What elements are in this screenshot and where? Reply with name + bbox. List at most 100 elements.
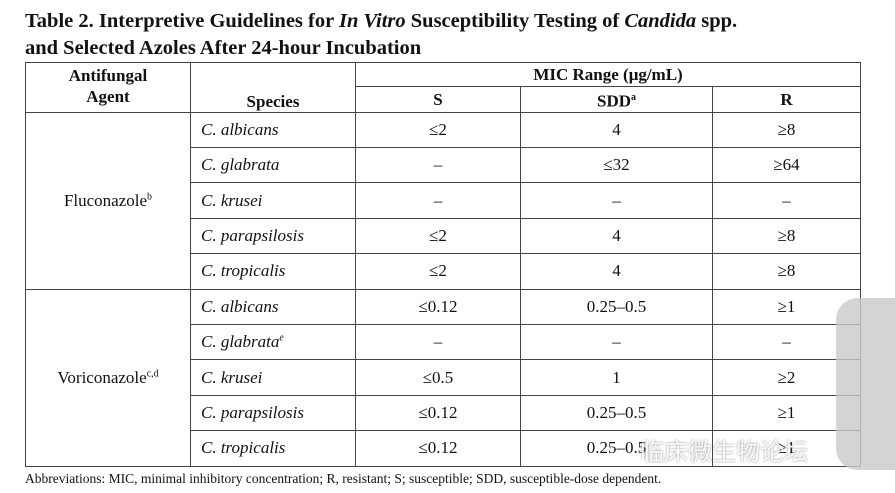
overlay-bubble <box>836 298 895 470</box>
mic-value: 1 <box>612 367 621 387</box>
mic-cell: ≤2 <box>355 111 521 149</box>
title-italic: In Vitro <box>338 10 406 32</box>
table-title: Table 2. Interpretive Guidelines for In … <box>25 8 895 62</box>
table-row: C. parapsilosis ≤0.12 0.25–0.5 ≥1 <box>26 394 862 432</box>
mic-cell: 0.25–0.5 <box>520 288 713 326</box>
species-cell: C. tropicalis <box>190 253 356 290</box>
title-text: Susceptibility Testing of <box>405 10 625 32</box>
header-text: R <box>780 89 793 109</box>
header-sdd: SDDa <box>520 86 713 113</box>
table-row: C. krusei ≤0.5 1 ≥2 <box>26 359 862 396</box>
table-row: Voriconazolec,d C. albicans ≤0.12 0.25–0.5 ≥… <box>25 288 862 467</box>
mic-value: ≤0.5 <box>422 367 454 387</box>
header-text: Antifungal Agent <box>68 66 148 106</box>
mic-value: ≤0.12 <box>418 296 458 316</box>
table-row: Fluconazoleb C. albicans ≤2 4 ≥8 <box>25 111 862 290</box>
mic-value: – <box>433 332 443 352</box>
species-name: C. albicans <box>201 119 279 139</box>
mic-value: ≤2 <box>429 261 447 281</box>
species-name: C. glabrata <box>201 332 280 352</box>
mic-value: ≥8 <box>777 119 796 139</box>
mic-cell: 4 <box>520 253 713 290</box>
mic-value: – <box>612 332 621 352</box>
title-italic: Candida <box>624 10 697 32</box>
mic-value: ≤0.12 <box>418 438 458 458</box>
footnote-mark: b <box>147 190 153 202</box>
mic-value: ≤2 <box>429 226 447 246</box>
footnote: Abbreviations: MIC, minimal inhibitory c… <box>25 471 662 486</box>
agent-cell: Voriconazolec,d <box>25 288 191 467</box>
species-name: C. tropicalis <box>201 261 286 281</box>
species-name: C. albicans <box>201 296 279 316</box>
table: Antifungal Agent Species MIC Range (μg/m… <box>25 62 862 467</box>
mic-cell: ≤0.12 <box>355 394 521 432</box>
footnote-mark: e <box>279 332 284 344</box>
species-cell: C. albicans <box>190 288 356 326</box>
mic-cell: ≤2 <box>355 253 521 290</box>
mic-cell: 1 <box>520 359 713 396</box>
header-text: MIC Range (μg/mL) <box>533 65 683 84</box>
mic-value: 0.25–0.5 <box>586 296 647 316</box>
header-species: Species <box>190 62 356 113</box>
header-r: R <box>711 86 862 113</box>
mic-value: 4 <box>612 261 621 281</box>
mic-value: ≥1 <box>777 402 796 422</box>
title-text: spp. <box>696 10 738 32</box>
mic-cell: ≥64 <box>711 147 862 184</box>
agent-cell: Fluconazoleb <box>25 111 191 290</box>
watermark: 临床微生物论坛 <box>640 438 808 466</box>
mic-value: ≤2 <box>429 119 447 139</box>
mic-value: – <box>612 190 621 210</box>
mic-cell: – <box>520 323 713 361</box>
mic-value: ≥2 <box>777 367 796 387</box>
header-text: Species <box>246 91 300 111</box>
species-cell: C. parapsilosis <box>190 217 356 255</box>
species-cell: C. tropicalis <box>190 430 356 467</box>
species-name: C. parapsilosis <box>201 402 304 422</box>
agent-name: Fluconazole <box>63 190 148 210</box>
mic-cell: – <box>355 147 521 184</box>
mic-cell: 0.25–0.5 <box>520 430 713 467</box>
mic-cell: ≤2 <box>355 217 521 255</box>
mic-cell: ≥8 <box>711 111 862 149</box>
species-cell: C. glabrata <box>190 147 356 184</box>
mic-cell: ≥8 <box>711 253 862 290</box>
mic-cell: 4 <box>520 217 713 255</box>
mic-value: ≤32 <box>603 155 630 175</box>
mic-cell: – <box>520 182 713 219</box>
mic-value: ≥8 <box>777 226 796 246</box>
mic-cell: 0.25–0.5 <box>520 394 713 432</box>
mic-value: 4 <box>612 119 621 139</box>
species-name: C. krusei <box>201 367 263 387</box>
footnote-mark: a <box>631 92 636 103</box>
mic-cell: – <box>711 182 862 219</box>
mic-cell: 4 <box>520 111 713 149</box>
mic-value: ≥1 <box>777 296 796 316</box>
mic-cell: – <box>355 182 521 219</box>
table-row: C. tropicalis ≤2 4 ≥8 <box>26 253 862 290</box>
footnote-mark: c,d <box>146 367 159 379</box>
mic-value: – <box>782 332 791 352</box>
species-cell: C. glabratae <box>190 323 356 361</box>
mic-cell: ≤0.5 <box>355 359 521 396</box>
species-name: C. parapsilosis <box>201 226 304 246</box>
mic-cell: – <box>355 323 521 361</box>
header-text: S <box>433 89 443 109</box>
agent-name: Voriconazole <box>57 367 147 387</box>
mic-value: 4 <box>612 226 621 246</box>
mic-cell: ≤0.12 <box>355 288 521 326</box>
header-s: S <box>355 86 521 113</box>
species-cell: C. krusei <box>190 359 356 396</box>
header-agent: Antifungal Agent <box>25 62 191 113</box>
species-name: C. tropicalis <box>201 438 286 458</box>
table-row: C. tropicalis ≤0.12 0.25–0.5 ≥1 <box>26 430 862 467</box>
species-cell: C. krusei <box>190 182 356 219</box>
mic-value: – <box>433 155 443 175</box>
mic-value: – <box>433 190 443 210</box>
mic-value: – <box>782 190 791 210</box>
mic-value: ≥1 <box>777 438 796 458</box>
species-cell: C. parapsilosis <box>190 394 356 432</box>
table-row: C. glabratae – – – <box>26 323 862 361</box>
header-text: SDD <box>596 91 631 111</box>
